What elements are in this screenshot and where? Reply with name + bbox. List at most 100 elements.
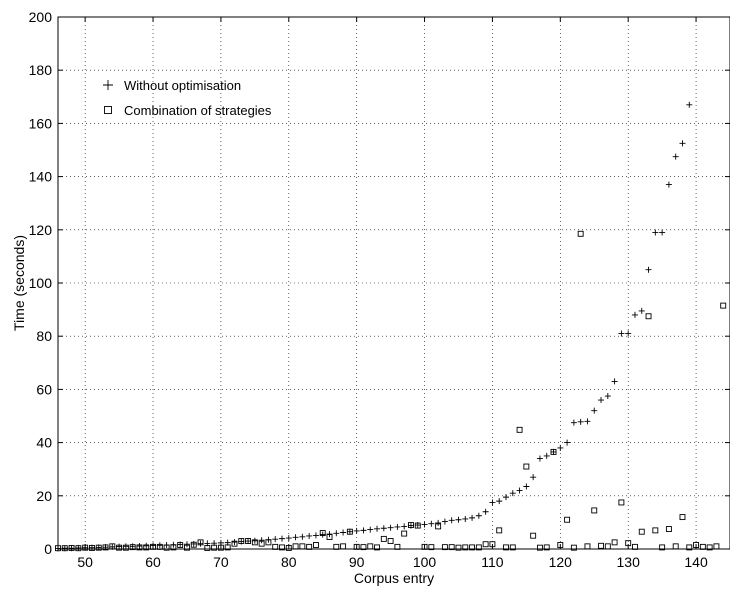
- y-tick-label: 180: [29, 62, 53, 78]
- data-point-square: [496, 527, 503, 534]
- y-tick-label: 20: [36, 488, 52, 504]
- data-point-square: [238, 538, 245, 544]
- data-point-plus: [306, 532, 313, 539]
- data-point-square: [408, 522, 414, 529]
- data-point-square: [374, 544, 380, 551]
- data-point-square: [184, 544, 190, 551]
- data-point-square: [265, 539, 272, 546]
- data-point-square: [68, 544, 75, 551]
- data-point-square: [598, 542, 604, 549]
- data-point-square: [536, 544, 543, 551]
- data-point-square: [129, 544, 136, 551]
- data-point-plus: [475, 512, 482, 519]
- x-tick-labels: 50 60 70 80 90 100 110 120 130 140: [77, 554, 708, 570]
- data-point-square: [638, 528, 645, 535]
- data-point-plus: [625, 330, 632, 337]
- x-tick-label: 100: [413, 554, 437, 570]
- data-point-plus: [618, 330, 625, 337]
- x-tick-label: 60: [145, 554, 161, 570]
- y-tick-label: 40: [36, 435, 52, 451]
- data-point-plus: [503, 494, 509, 501]
- data-point-plus: [258, 537, 265, 544]
- data-point-plus: [448, 517, 455, 524]
- data-point-plus: [645, 266, 652, 273]
- data-point-plus: [387, 524, 394, 531]
- data-point-square: [686, 544, 693, 551]
- data-point-plus: [353, 527, 360, 534]
- axis-ticks: [58, 16, 730, 550]
- data-point-plus: [482, 508, 489, 515]
- data-point-square: [428, 544, 435, 551]
- y-tick-label: 60: [36, 381, 52, 397]
- data-point-square: [88, 544, 95, 551]
- data-point-square: [530, 532, 537, 539]
- data-point-square: [672, 543, 679, 550]
- data-point-plus: [665, 181, 672, 188]
- y-axis-title: Time (seconds): [11, 235, 27, 331]
- data-point-plus: [156, 542, 163, 549]
- data-point-plus: [183, 541, 190, 548]
- data-point-square: [326, 534, 333, 540]
- data-point-square: [204, 544, 211, 551]
- data-point-square: [380, 535, 387, 542]
- data-point-square: [224, 544, 231, 551]
- data-point-square: [720, 302, 727, 309]
- series-without-optimisation: [55, 101, 693, 552]
- data-point-square: [95, 544, 102, 551]
- x-axis-title: Corpus entry: [354, 570, 434, 586]
- data-point-plus: [462, 515, 469, 522]
- data-point-plus: [686, 101, 693, 108]
- data-point-plus: [570, 419, 577, 426]
- data-point-square: [550, 448, 557, 455]
- data-point-plus: [530, 474, 537, 481]
- data-point-plus: [279, 535, 285, 542]
- data-point-square: [584, 543, 591, 550]
- data-point-plus: [679, 140, 686, 147]
- data-point-square: [618, 499, 625, 506]
- legend-entry-without-optimisation: Without optimisation: [103, 78, 241, 93]
- data-point-plus: [380, 525, 387, 532]
- data-point-square: [577, 230, 584, 237]
- x-tick-label: 90: [349, 554, 365, 570]
- data-point-square: [665, 526, 672, 532]
- data-point-square: [441, 544, 448, 551]
- data-point-square: [61, 545, 68, 552]
- data-point-plus: [421, 521, 428, 528]
- data-point-plus: [312, 532, 319, 539]
- data-point-plus: [428, 520, 435, 527]
- data-point-plus: [557, 444, 564, 451]
- data-point-plus: [299, 533, 306, 540]
- data-point-square: [564, 516, 571, 523]
- data-point-plus: [231, 539, 238, 546]
- plot-frame: [57, 16, 730, 550]
- data-point-square: [346, 528, 353, 535]
- data-point-square: [509, 544, 516, 551]
- data-point-square: [604, 543, 611, 550]
- data-point-square: [163, 544, 170, 551]
- x-tick-label: 120: [549, 554, 573, 570]
- data-point-plus: [245, 538, 252, 545]
- data-point-square: [245, 538, 252, 544]
- data-point-plus: [672, 153, 679, 160]
- data-point-square: [340, 543, 347, 550]
- data-point-plus: [435, 519, 442, 526]
- data-point-square: [414, 522, 421, 529]
- x-tick-label: 140: [684, 554, 708, 570]
- data-point-square: [543, 544, 550, 551]
- y-tick-label: 200: [29, 9, 53, 25]
- data-point-plus: [455, 516, 462, 523]
- data-point-square: [231, 540, 238, 547]
- data-point-plus: [516, 487, 523, 494]
- data-point-square: [679, 514, 686, 521]
- data-point-plus: [272, 536, 279, 543]
- data-point-plus: [638, 307, 645, 314]
- data-point-plus: [340, 529, 347, 536]
- data-point-plus: [652, 229, 659, 236]
- data-point-square: [659, 544, 666, 551]
- x-tick-label: 70: [213, 554, 229, 570]
- series-combination-of-strategies: [55, 230, 727, 552]
- data-point-plus: [61, 545, 68, 552]
- data-point-square: [523, 463, 530, 470]
- data-point-plus: [136, 543, 143, 550]
